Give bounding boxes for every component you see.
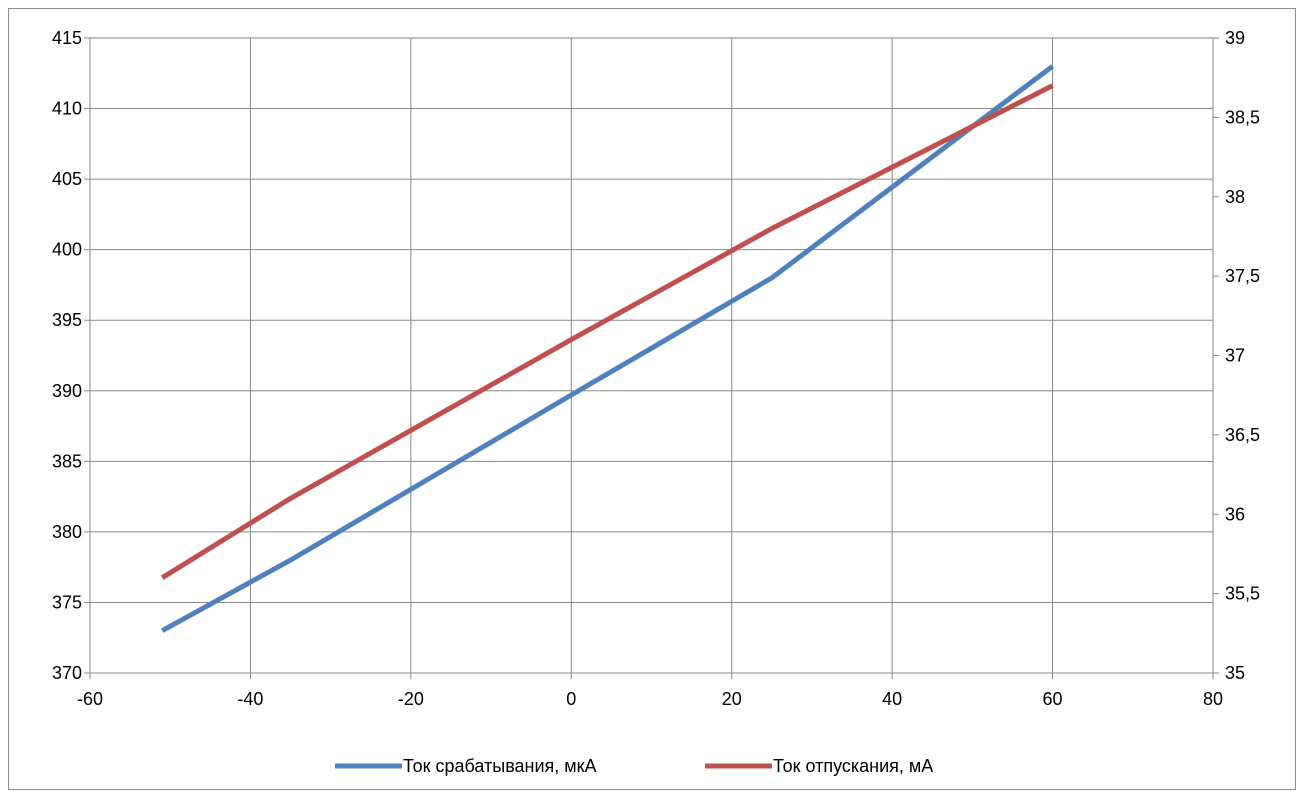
y2-tick-label: 36 bbox=[1225, 504, 1245, 524]
chart-frame bbox=[8, 8, 1296, 790]
series bbox=[160, 64, 1055, 633]
y-tick-label: 410 bbox=[52, 99, 82, 119]
y-tick-label: 390 bbox=[52, 381, 82, 401]
axes: 370 375 380 385 390 395 400 405 410 415 -60 -40 -20 0… bbox=[52, 28, 1260, 709]
y-tick-label: 380 bbox=[52, 522, 82, 542]
y-tick-label: 400 bbox=[52, 240, 82, 260]
x-tick-label: -60 bbox=[77, 689, 103, 709]
y2-tick-label: 35,5 bbox=[1225, 584, 1260, 604]
series-line-2 bbox=[160, 83, 1054, 580]
y2-tick-label: 37 bbox=[1225, 346, 1245, 366]
legend: Ток срабатывания, мкА Ток отпускания, мА bbox=[335, 756, 933, 776]
x-tick-label: -20 bbox=[398, 689, 424, 709]
y2-tick-label: 37,5 bbox=[1225, 266, 1260, 286]
y-tick-label: 415 bbox=[52, 28, 82, 48]
series-line-1 bbox=[160, 64, 1055, 633]
y2-tick-label: 39 bbox=[1225, 28, 1245, 48]
y-tick-label: 375 bbox=[52, 592, 82, 612]
legend-label: Ток отпускания, мА bbox=[773, 756, 933, 776]
x-tick-label: 60 bbox=[1043, 689, 1063, 709]
y2-tick-label: 35 bbox=[1225, 663, 1245, 683]
y-tick-label: 395 bbox=[52, 310, 82, 330]
x-tick-label: 80 bbox=[1203, 689, 1223, 709]
y2-tick-label: 36,5 bbox=[1225, 425, 1260, 445]
y-tick-label: 385 bbox=[52, 451, 82, 471]
x-tick-label: 20 bbox=[722, 689, 742, 709]
legend-label: Ток срабатывания, мкА bbox=[403, 756, 597, 776]
y2-tick-label: 38 bbox=[1225, 187, 1245, 207]
y2-tick-label: 38,5 bbox=[1225, 107, 1260, 127]
y-tick-label: 370 bbox=[52, 663, 82, 683]
y-tick-label: 405 bbox=[52, 169, 82, 189]
x-tick-label: 40 bbox=[882, 689, 902, 709]
x-tick-label: 0 bbox=[566, 689, 576, 709]
x-tick-label: -40 bbox=[237, 689, 263, 709]
